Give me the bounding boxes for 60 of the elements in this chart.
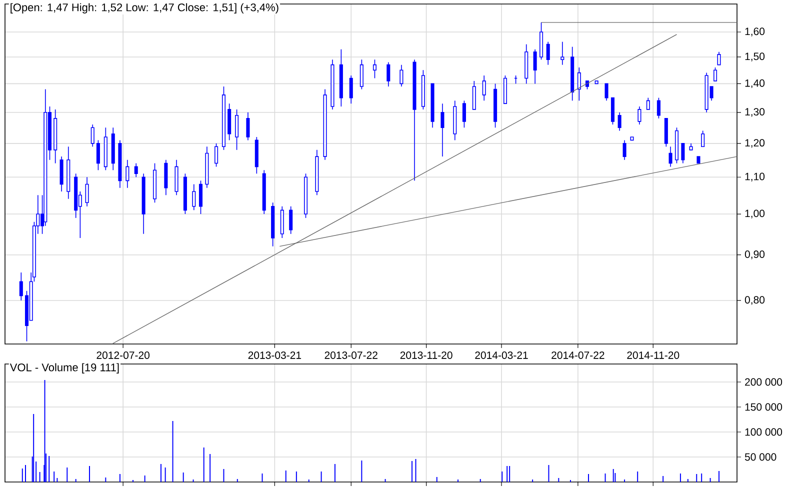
candlestick [546,41,550,66]
y-tick-label: 0,80 [744,296,765,305]
candlestick [360,59,364,90]
candlestick [681,143,685,164]
candlestick [134,162,138,178]
candlestick [533,48,537,84]
candlestick [668,146,672,168]
candlestick [638,106,642,125]
candlestick [280,206,284,238]
candlestick [656,97,660,119]
x-tick-label: 2014-11-20 [627,352,680,359]
candlestick [349,75,353,104]
candlestick [462,100,466,128]
candlestick [610,97,614,125]
y-tick-label: 1,20 [745,139,765,148]
x-tick-label: 2012-07-20 [96,352,150,359]
candlestick [713,67,718,82]
y-tick-label: 1,60 [745,28,765,36]
y-tick-label: 0,90 [744,250,765,260]
candlestick [400,64,404,87]
y-tick-label: 1,40 [745,79,765,88]
y-tick-label: 150 000 [745,403,782,411]
y-tick-label: 1,00 [745,210,765,218]
candlestick [618,112,622,132]
candlestick [717,51,721,66]
candlestick [472,80,476,110]
candlestick [604,83,608,102]
candlestick [560,41,564,66]
candlestick [214,143,218,168]
y-tick-label: 1,10 [745,172,765,182]
candlestick [96,140,100,171]
x-tick-label: 2013-07-22 [324,352,378,359]
candlestick [440,103,444,157]
y-tick-label: 100 000 [745,428,782,436]
candlestick [372,59,376,79]
candlestick [192,184,196,211]
candlestick [85,176,89,207]
candlestick [198,180,203,214]
x-tick-label: 2014-03-21 [475,352,528,359]
chart-title: [Open: 1,47 High: 1,52 Low: 1,47 Close: 1,51] (+3,4%) [10,3,278,14]
candlestick [289,206,293,234]
x-tick-label: 2013-03-21 [248,352,302,359]
candlestick [701,130,705,148]
candlestick [90,124,94,148]
candlestick [622,140,626,160]
candlestick [235,109,239,150]
y-tick-label: 200 000 [745,378,782,386]
y-tick-label: 1,30 [745,108,765,117]
candlestick [126,160,130,188]
candlestick [19,272,23,301]
y-tick-label: 50 000 [744,453,776,461]
x-tick-label: 2013-11-20 [400,352,452,359]
candlestick [386,62,390,87]
candlestick [246,112,250,141]
candlestick [646,97,650,110]
candlestick [482,75,486,102]
chart-title: VOL - Volume [19 111] [10,363,119,374]
x-tick-label: 2014-07-22 [552,352,604,359]
candlestick [577,67,581,102]
y-tick-label: 1,50 [745,52,765,62]
